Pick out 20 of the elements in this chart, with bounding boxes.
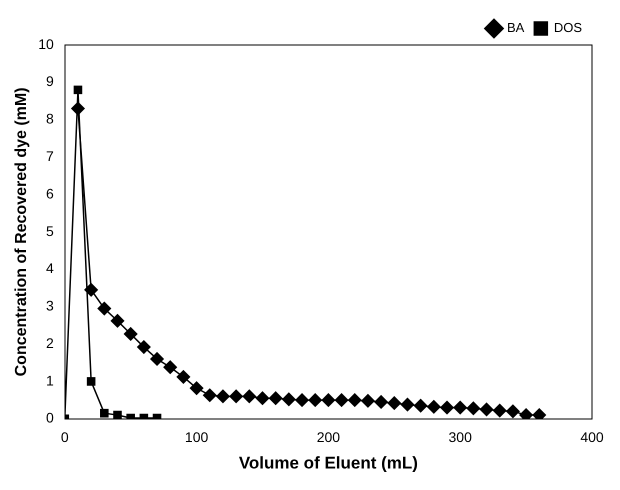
- y-tick-label: 2: [46, 334, 54, 351]
- y-tick-label: 6: [46, 185, 54, 202]
- x-tick-label: 100: [184, 429, 208, 446]
- y-tick-label: 4: [46, 260, 54, 276]
- y-tick-label: 9: [46, 73, 54, 90]
- y-tick-label: 8: [46, 110, 54, 127]
- y-tick-label: 0: [46, 410, 54, 426]
- y-axis-title: Concentration of Recovered dye (mM): [13, 87, 30, 376]
- x-tick-label: 0: [60, 429, 69, 446]
- x-tick-label: 400: [580, 429, 604, 446]
- y-tick-label: 7: [46, 148, 54, 164]
- legend-label: BA: [506, 20, 525, 36]
- legend-label: DOS: [554, 20, 582, 36]
- y-tick-label: 3: [46, 298, 54, 314]
- x-tick-label: 200: [316, 429, 340, 446]
- x-axis-title: Volume of Eluent (mL): [238, 453, 418, 472]
- y-tick-label: 1: [46, 372, 54, 388]
- y-tick-label: 10: [38, 36, 54, 52]
- y-tick-label: 5: [46, 222, 54, 239]
- x-tick-label: 300: [448, 429, 472, 446]
